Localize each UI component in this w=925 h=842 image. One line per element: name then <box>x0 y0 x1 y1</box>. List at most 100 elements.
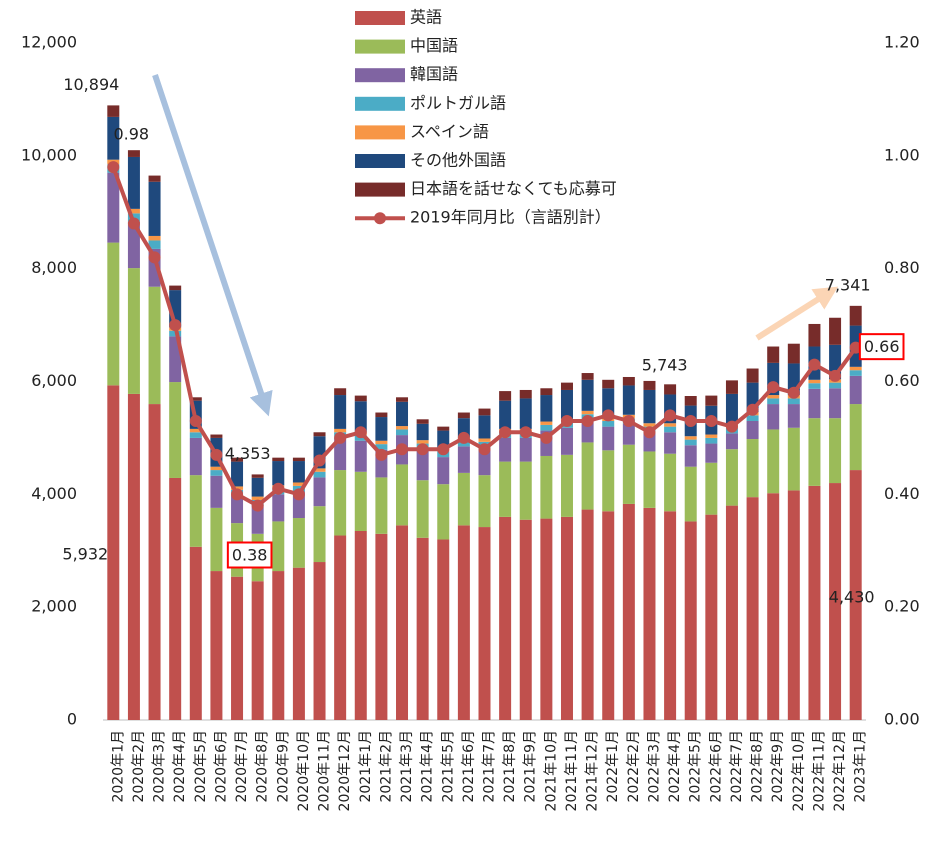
bar-segment <box>107 172 120 243</box>
bar-segment <box>519 437 532 462</box>
bar-segment <box>437 457 450 485</box>
legend-label: 韓国語 <box>410 65 458 84</box>
bar-segment <box>437 484 450 540</box>
bar-segment <box>478 475 491 528</box>
bar-segment <box>581 373 594 380</box>
data-label: 10,894 <box>63 75 119 94</box>
bar-segment <box>231 457 244 462</box>
bar-segment <box>746 439 759 498</box>
y-tick-label: 2,000 <box>31 597 77 616</box>
bar-segment <box>684 436 697 440</box>
x-tick-label: 2020年1月 <box>110 730 126 803</box>
line-point <box>272 482 285 495</box>
bar-segment <box>292 461 305 483</box>
bar-segment <box>437 430 450 449</box>
legend-label: スペイン語 <box>410 122 489 141</box>
x-tick: 2020年5月 <box>193 730 209 803</box>
bar-segment <box>210 507 223 572</box>
bar-segment <box>684 445 697 467</box>
line-point <box>375 448 388 461</box>
x-tick: 2021年6月 <box>461 730 477 803</box>
x-tick: 2021年9月 <box>523 730 539 803</box>
bar-segment <box>581 410 594 415</box>
bar-segment <box>334 437 347 471</box>
legend-swatch <box>355 125 405 140</box>
x-tick: 2022年2月 <box>626 730 642 803</box>
x-tick: 2020年3月 <box>152 730 168 803</box>
bar-segment <box>808 388 821 419</box>
line-point <box>664 409 677 422</box>
data-label: 4,430 <box>829 588 875 607</box>
y-tick-label: 4,000 <box>31 484 77 503</box>
bar-segment <box>354 440 367 472</box>
bar-segment <box>829 388 842 419</box>
bar-segment <box>622 503 635 720</box>
x-tick: 2021年11月 <box>564 730 580 811</box>
x-tick-label: 2020年10月 <box>296 730 312 811</box>
trend-arrow <box>152 74 273 417</box>
legend-label: 中国語 <box>410 36 458 55</box>
bar-segment <box>189 475 202 547</box>
line-point <box>189 414 202 427</box>
bar-segment <box>705 434 718 438</box>
bar-segment <box>540 395 553 422</box>
bar-segment <box>705 443 718 463</box>
x-tick: 2021年4月 <box>420 730 436 803</box>
bar-segment <box>127 156 140 209</box>
bar-segment <box>334 428 347 433</box>
bar-segment <box>499 437 512 462</box>
bar-segment <box>519 461 532 520</box>
bar-segment <box>127 150 140 157</box>
bar-segment <box>354 531 367 720</box>
bar-segment <box>664 423 677 427</box>
bar-segment <box>664 384 677 395</box>
bar-segment <box>705 462 718 515</box>
x-tick-label: 2021年10月 <box>543 730 559 811</box>
line-point <box>829 369 842 382</box>
line-point <box>746 403 759 416</box>
bar-segment <box>127 268 140 394</box>
bar-segment <box>602 379 615 389</box>
bar-segment <box>643 423 656 427</box>
line-point <box>808 358 821 371</box>
x-tick-label: 2022年11月 <box>811 730 827 811</box>
line-point <box>705 414 718 427</box>
bar-segment <box>581 509 594 720</box>
line-point <box>478 443 491 456</box>
x-tick: 2020年9月 <box>275 730 291 803</box>
line-point <box>231 488 244 501</box>
bar-segment <box>684 439 697 446</box>
bar-segment <box>684 395 697 406</box>
x-tick-label: 2021年7月 <box>482 730 498 803</box>
bar-segment <box>334 395 347 429</box>
bar-segment <box>787 427 800 491</box>
legend-swatch <box>355 182 405 197</box>
x-tick-label: 2020年11月 <box>317 730 333 811</box>
x-tick: 2021年10月 <box>543 730 559 811</box>
bar-segment <box>169 477 182 720</box>
y-tick-label: 0 <box>67 710 77 729</box>
line-point <box>540 431 553 444</box>
x-tick: 2020年2月 <box>131 730 147 803</box>
bar-segment <box>478 408 491 416</box>
bar-segment <box>375 444 388 450</box>
bar-segment <box>210 434 223 438</box>
bar-segment <box>148 286 161 405</box>
line-point <box>127 217 140 230</box>
bar-segment <box>148 235 161 241</box>
label-box <box>226 541 273 569</box>
bar-segment <box>499 461 512 517</box>
bar-segment <box>251 496 264 500</box>
x-tick: 2021年1月 <box>358 730 374 803</box>
bar-segment <box>643 380 656 390</box>
bar-segment <box>808 379 821 384</box>
bar-segment <box>849 370 862 376</box>
x-tick: 2020年6月 <box>213 730 229 803</box>
bar-segment <box>416 419 429 424</box>
bar-segment <box>189 432 202 438</box>
x-tick-label: 2020年12月 <box>337 730 353 811</box>
bar-segment <box>107 116 120 160</box>
bar-segment <box>849 305 862 326</box>
bar-segment <box>643 451 656 508</box>
bar-segment <box>622 376 635 386</box>
